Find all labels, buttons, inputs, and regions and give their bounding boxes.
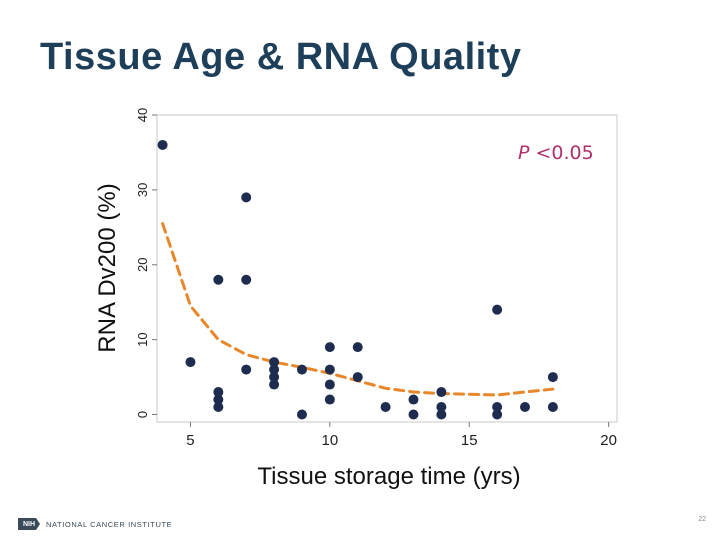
nci-logo: NIH NATIONAL CANCER INSTITUTE	[18, 518, 172, 530]
x-tick-label: 5	[186, 432, 194, 449]
data-point	[213, 387, 224, 398]
x-tick-label: 20	[600, 432, 617, 449]
data-point	[296, 364, 307, 375]
data-point	[241, 274, 252, 285]
data-point	[241, 364, 252, 375]
data-point	[324, 342, 335, 353]
x-tick-label: 10	[322, 432, 339, 449]
data-point	[547, 402, 558, 413]
org-name: NATIONAL CANCER INSTITUTE	[46, 519, 173, 529]
points-layer	[157, 139, 558, 420]
data-point	[408, 409, 419, 420]
plot-frame	[156, 114, 618, 423]
data-point	[269, 364, 280, 375]
y-tick-label: 20	[135, 258, 150, 272]
data-point	[352, 372, 363, 383]
page-number: 22	[698, 516, 706, 523]
data-point	[436, 409, 447, 420]
data-point	[492, 304, 503, 315]
data-point	[269, 372, 280, 383]
y-axis: 0 10 20 30 40	[135, 108, 157, 418]
data-point	[408, 394, 419, 405]
x-axis: 5 10 15 20	[186, 422, 617, 449]
p-value-annotation: P <0.05	[518, 142, 594, 164]
y-tick-label: 10	[135, 332, 150, 346]
data-point	[492, 409, 503, 420]
data-point	[269, 379, 280, 390]
p-value-text: <0.05	[529, 142, 593, 164]
data-point	[352, 342, 363, 353]
data-point	[213, 394, 224, 405]
data-point	[380, 402, 391, 413]
x-axis-label: Tissue storage time (yrs)	[257, 463, 520, 490]
p-value-italic: P	[518, 142, 530, 164]
data-point	[436, 387, 447, 398]
y-axis-label: RNA Dv200 (%)	[94, 183, 121, 352]
data-point	[324, 379, 335, 390]
data-point	[520, 402, 530, 413]
y-tick-label: 0	[135, 411, 150, 418]
data-point	[213, 274, 224, 285]
data-point	[492, 402, 503, 413]
slide-title: Tissue Age & RNA Quality	[40, 36, 522, 78]
y-tick-label: 40	[135, 108, 150, 122]
data-point	[213, 402, 224, 413]
data-point	[324, 394, 335, 405]
nih-badge-icon: NIH	[18, 518, 40, 530]
data-point	[241, 192, 252, 203]
data-point	[547, 372, 558, 383]
x-tick-label: 15	[461, 432, 478, 449]
data-point	[269, 357, 280, 368]
y-tick-label: 30	[135, 183, 150, 197]
data-point	[296, 409, 307, 420]
data-point	[157, 139, 168, 150]
data-point	[324, 364, 335, 375]
data-point	[185, 357, 196, 368]
data-point	[436, 402, 447, 413]
